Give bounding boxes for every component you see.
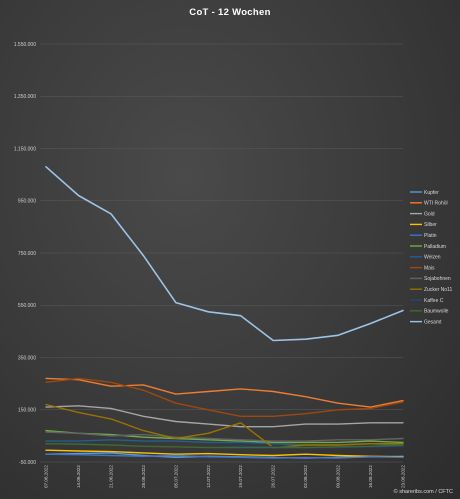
legend-item: Sojabohnen xyxy=(410,276,451,282)
legend-item: Platin xyxy=(410,233,437,239)
legend-item: Palladium xyxy=(410,244,446,250)
legend-label: Kaffee C xyxy=(424,298,444,304)
legend-item: Silber xyxy=(410,222,437,228)
x-tick-label: 28.06.2022 xyxy=(141,465,146,488)
legend: Kupfer WTI Rohöl Gold Silber Platin Palladium… xyxy=(410,190,452,325)
legend-label: Baumwolle xyxy=(424,309,449,315)
legend-item: Kaffee C xyxy=(410,298,444,304)
legend-label: Mais xyxy=(424,265,435,271)
legend-item: WTI Rohöl xyxy=(410,201,448,207)
legend-label: Sojabohnen xyxy=(424,276,451,282)
legend-item: Weizen xyxy=(410,255,441,261)
legend-label: Gesamt xyxy=(424,319,442,325)
series-line-mais xyxy=(45,377,404,417)
legend-item: Gesamt xyxy=(410,319,442,325)
legend-item: Zucker No11 xyxy=(410,287,452,293)
y-tick-label: 1.350.000 xyxy=(14,94,36,100)
series-line-platin xyxy=(45,453,404,459)
series-line-baumwolle xyxy=(45,443,404,449)
legend-item: Kupfer xyxy=(410,190,439,196)
chart-title: CoT - 12 Wochen xyxy=(189,7,270,18)
legend-label: Palladium xyxy=(424,244,446,250)
x-tick-label: 16.08.2022 xyxy=(368,465,373,488)
legend-label: WTI Rohöl xyxy=(424,201,448,207)
x-tick-label: 12.07.2022 xyxy=(206,465,211,488)
grid-layer xyxy=(40,43,403,463)
legend-label: Kupfer xyxy=(424,190,439,196)
series-line-gesamt xyxy=(45,166,404,342)
series-line-gold xyxy=(45,405,404,428)
x-tick-label: 05.07.2022 xyxy=(173,465,178,488)
y-tick-label: 150.000 xyxy=(18,408,36,414)
series-layer xyxy=(45,166,404,459)
x-tick-label: 23.08.2022 xyxy=(401,465,406,488)
legend-item: Baumwolle xyxy=(410,309,449,315)
x-tick-label: 21.06.2022 xyxy=(108,465,113,488)
x-tick-label: 14.06.2022 xyxy=(76,465,81,488)
legend-item: Gold xyxy=(410,211,435,217)
x-tick-label: 07.06.2022 xyxy=(44,465,49,488)
series-line-palladium xyxy=(45,429,404,444)
y-tick-label: 550.000 xyxy=(18,303,36,309)
y-tick-label: -50.000 xyxy=(19,460,36,466)
series-line-wti-roh-l xyxy=(45,377,404,408)
x-axis: 07.06.2022 14.06.2022 21.06.2022 28.06.2022… xyxy=(44,465,406,488)
legend-item: Mais xyxy=(410,265,435,271)
legend-label: Zucker No11 xyxy=(424,287,452,293)
y-tick-label: 1.150.000 xyxy=(14,146,36,152)
y-tick-label: 750.000 xyxy=(18,251,36,257)
y-tick-label: 950.000 xyxy=(18,199,36,205)
series-line-zucker-no11 xyxy=(45,403,404,449)
legend-label: Weizen xyxy=(424,255,441,261)
series-line-silber xyxy=(45,449,404,458)
legend-label: Platin xyxy=(424,233,437,239)
y-tick-label: 1.550.000 xyxy=(14,42,36,48)
copyright-text: © shareribs.com / CFTC xyxy=(394,488,453,495)
x-tick-label: 09.08.2022 xyxy=(336,465,341,488)
x-tick-label: 26.07.2022 xyxy=(271,465,276,488)
y-axis: -50.000 150.000 350.000 550.000 750.000 950.0… xyxy=(14,42,36,466)
x-tick-label: 19.07.2022 xyxy=(238,465,243,488)
legend-label: Silber xyxy=(424,222,437,228)
legend-label: Gold xyxy=(424,211,435,217)
y-tick-label: 350.000 xyxy=(18,355,36,361)
x-tick-label: 02.08.2022 xyxy=(303,465,308,488)
series-line-sojabohnen xyxy=(45,431,404,442)
